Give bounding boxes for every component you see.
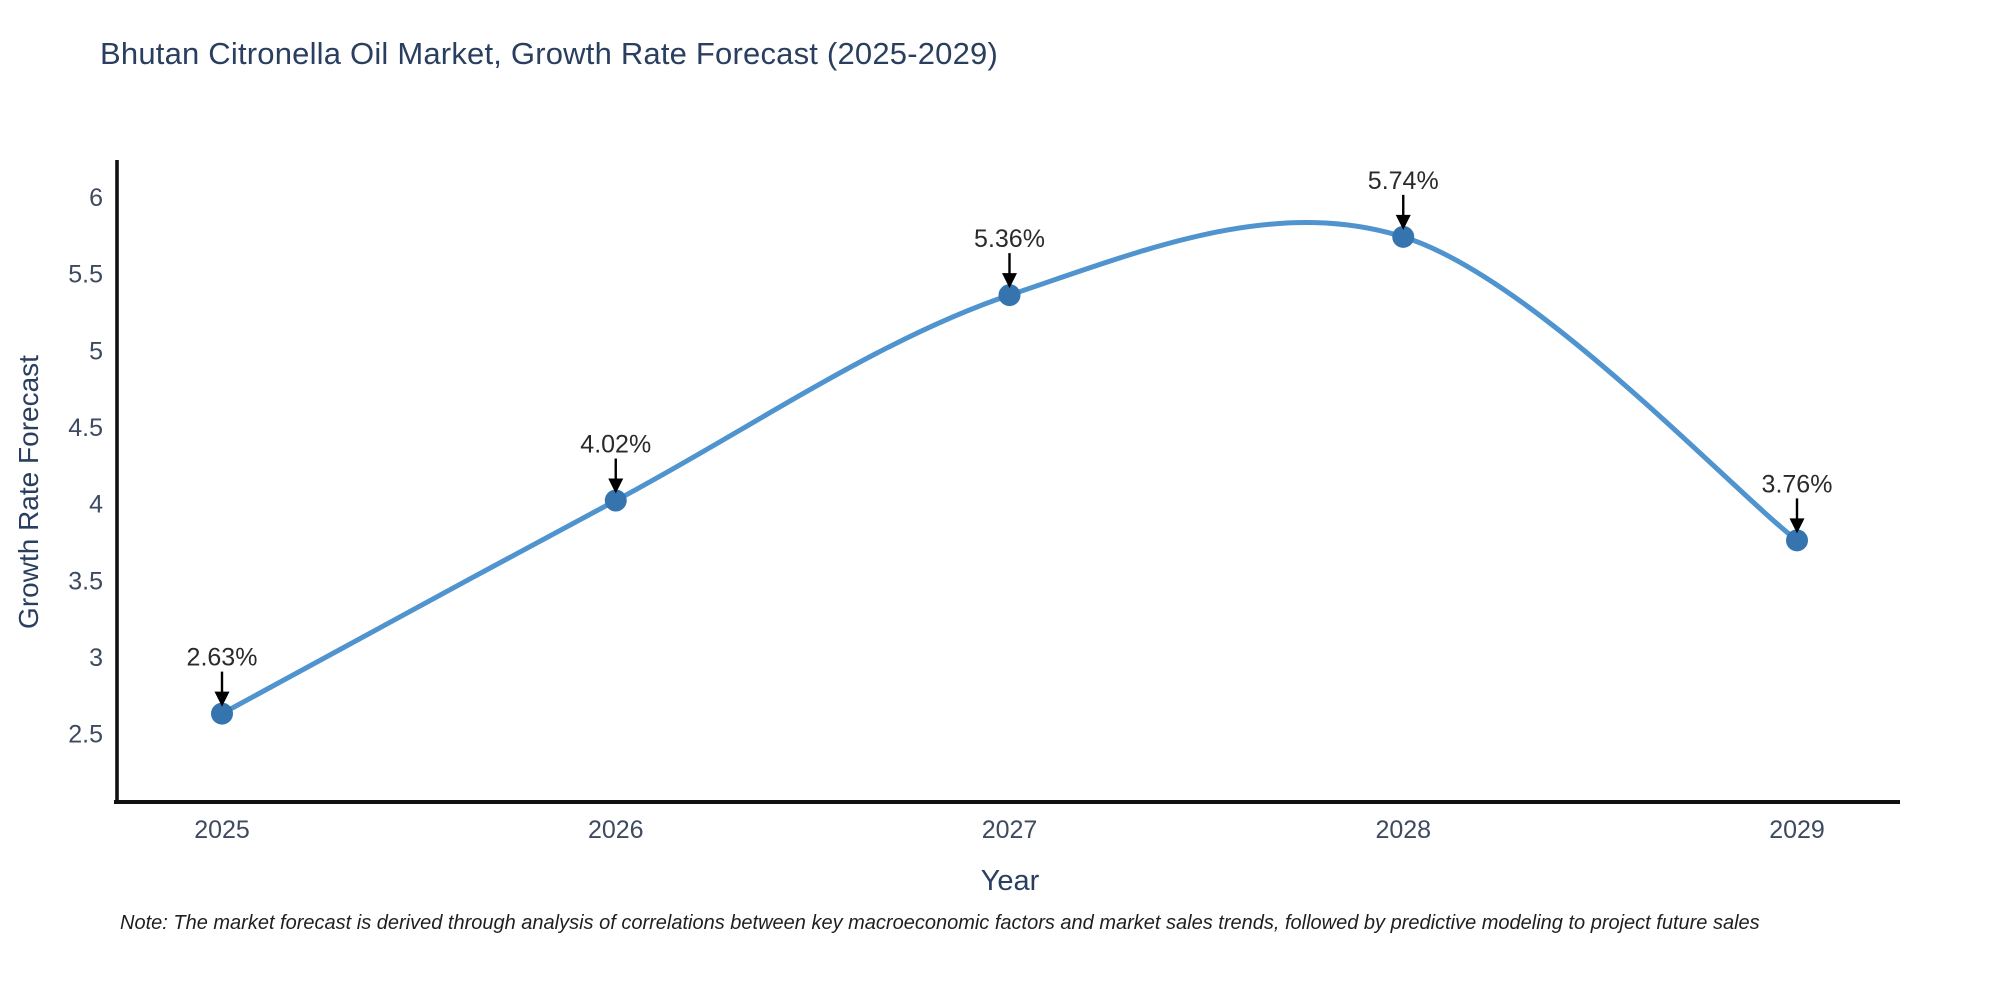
data-point-marker	[211, 702, 233, 725]
x-tick-label: 2025	[194, 816, 250, 844]
y-tick-label: 2.5	[68, 721, 103, 749]
annotation-label: 5.74%	[1368, 167, 1439, 195]
x-tick-label: 2029	[1769, 816, 1825, 844]
y-tick-label: 5.5	[68, 261, 103, 289]
data-point-marker	[998, 284, 1021, 307]
annotation-arrow-head	[1789, 518, 1805, 534]
data-point-marker	[1786, 529, 1808, 552]
x-tick-label: 2028	[1375, 816, 1431, 844]
chart-footnote: Note: The market forecast is derived thr…	[120, 912, 1760, 934]
y-tick-label: 4.5	[68, 414, 103, 442]
x-tick-label: 2026	[588, 816, 644, 844]
y-tick-label: 5	[89, 337, 103, 365]
y-tick-label: 3	[89, 644, 103, 672]
annotation-label: 5.36%	[974, 225, 1045, 253]
annotation-arrow-head	[608, 478, 624, 494]
y-tick-label: 3.5	[68, 567, 103, 595]
y-axis-title: Growth Rate Forecast	[13, 355, 44, 629]
y-tick-label: 4	[89, 491, 103, 519]
annotation-label: 4.02%	[580, 431, 651, 459]
data-point-marker	[604, 489, 627, 512]
data-point-marker	[1392, 225, 1415, 248]
growth-rate-line-chart: 2.5 3 3.5 4 4.5 5 5.5 6 2025 2026 2027 2028 2029 Year…	[13, 160, 1900, 897]
x-tick-label: 2027	[982, 816, 1038, 844]
chart-title: Bhutan Citronella Oil Market, Growth Rat…	[100, 36, 999, 71]
annotation-arrow-head	[1395, 214, 1411, 230]
annotation-arrow-head	[214, 691, 230, 707]
annotation-label: 3.76%	[1762, 470, 1833, 498]
annotation-arrow-head	[1002, 273, 1017, 289]
annotation-label: 2.63%	[187, 644, 258, 672]
x-axis-title: Year	[981, 865, 1040, 897]
y-tick-label: 6	[89, 184, 103, 212]
